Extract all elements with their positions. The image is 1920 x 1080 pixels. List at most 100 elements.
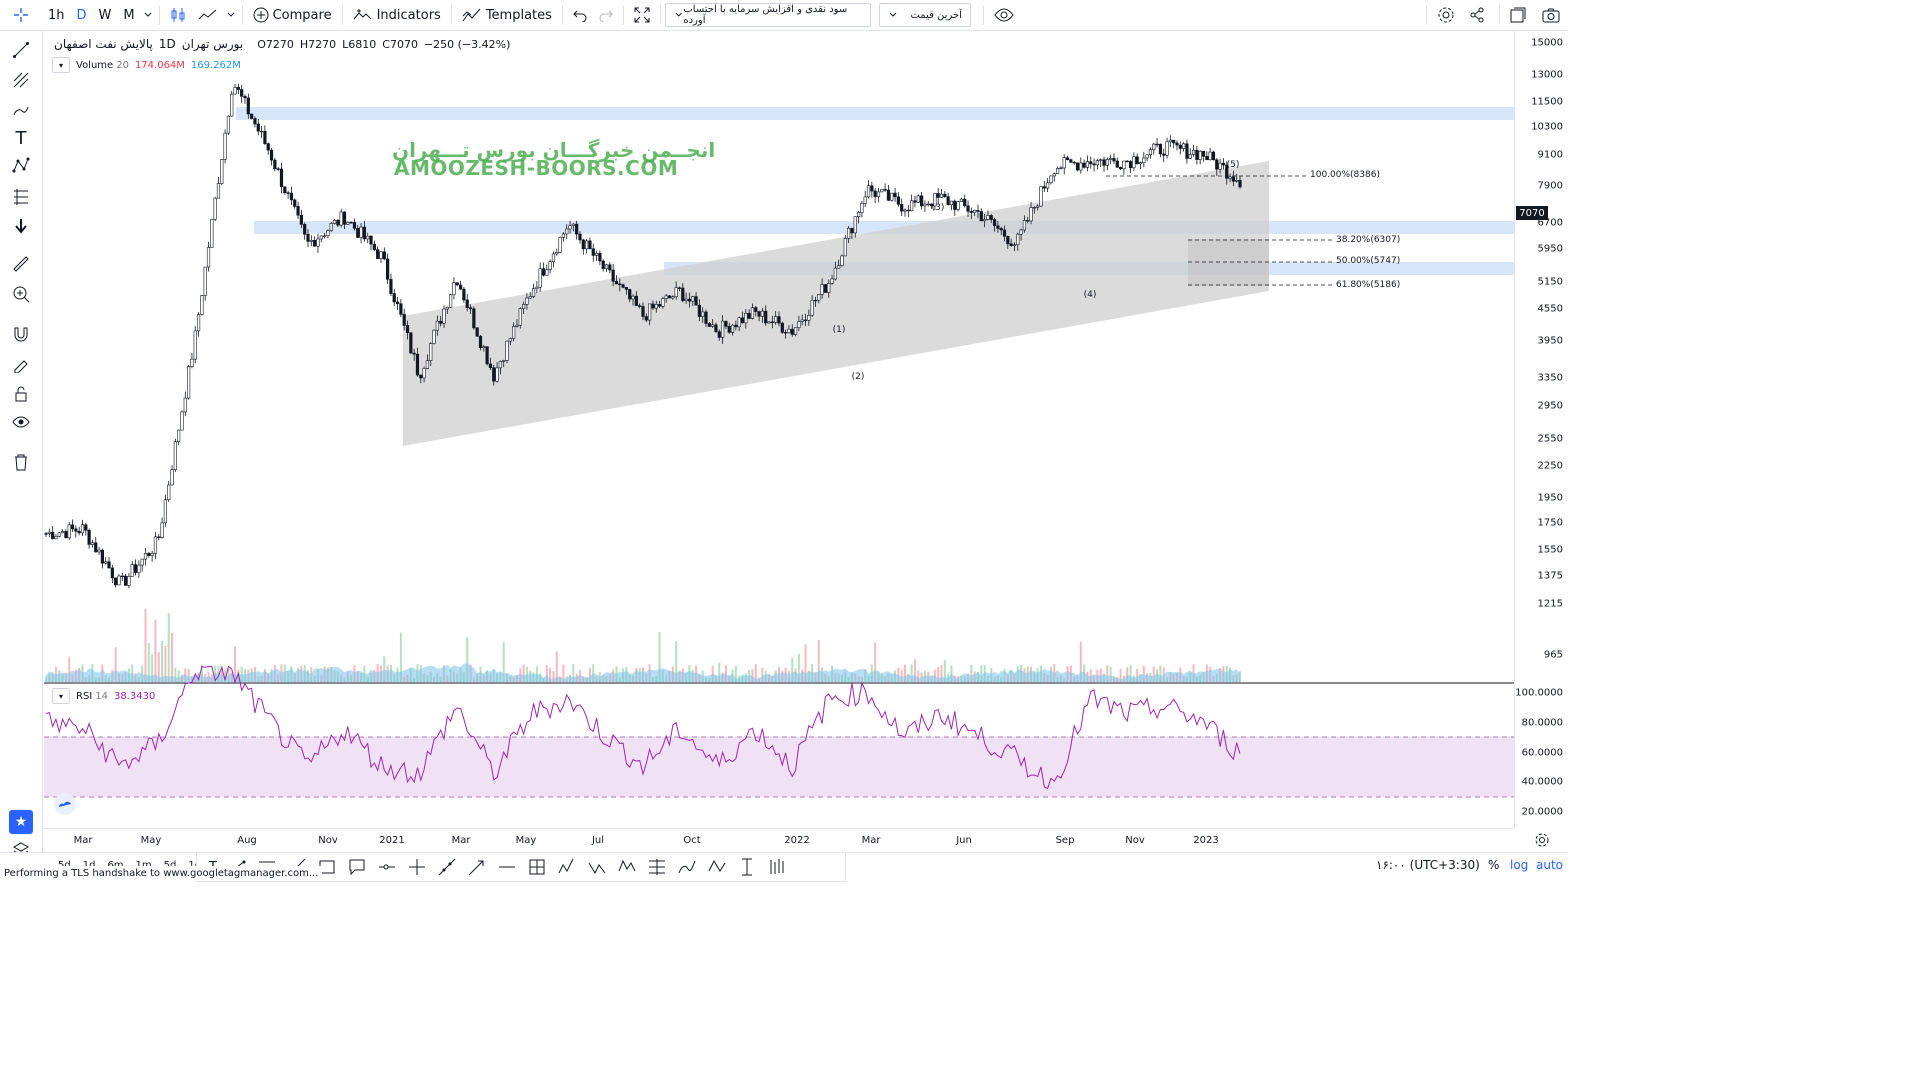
range-button[interactable]: 1m: [136, 860, 152, 871]
elliott-triangle-icon[interactable]: [617, 857, 637, 877]
redo-icon[interactable]: [593, 0, 619, 30]
measure-icon[interactable]: [737, 857, 757, 877]
candle-body: [137, 564, 141, 573]
crosshair-icon[interactable]: [0, 0, 42, 30]
candle-body: [621, 284, 625, 288]
axis-settings-icon[interactable]: [1534, 832, 1550, 851]
magnet-icon[interactable]: [8, 321, 34, 347]
candle-body: [1055, 168, 1060, 175]
divider: [158, 5, 160, 25]
range-button[interactable]: 1d: [83, 860, 96, 871]
layout-icon[interactable]: [1504, 0, 1536, 30]
indicators-icon: [353, 9, 371, 20]
prediction-icon[interactable]: [8, 183, 34, 209]
candle-body: [107, 561, 111, 569]
candle-body: [681, 287, 685, 301]
arrow-down-icon[interactable]: [8, 213, 34, 239]
range-button[interactable]: 5d: [58, 860, 71, 871]
candle-body: [863, 196, 867, 204]
interval-dropdown-icon[interactable]: [141, 0, 155, 30]
horizontal-ray-icon[interactable]: [377, 857, 397, 877]
tradingview-logo-icon[interactable]: [54, 793, 76, 815]
chart-type-dropdown-icon[interactable]: [224, 0, 238, 30]
volume-bar: [224, 669, 227, 682]
candle-body: [356, 228, 360, 238]
price-source-dropdown[interactable]: آخرین قیمت: [878, 3, 971, 27]
candle-body: [1092, 163, 1096, 166]
interval-1h[interactable]: 1h: [48, 7, 65, 23]
bars-pattern-icon[interactable]: [767, 857, 787, 877]
candle-body: [44, 533, 48, 535]
interval-d[interactable]: D: [76, 7, 87, 23]
candle-body: [419, 374, 423, 379]
trend-line-icon[interactable]: [8, 37, 34, 63]
text-tool-icon[interactable]: T: [15, 127, 27, 149]
volume-bar: [466, 637, 469, 682]
share-icon[interactable]: [1463, 0, 1495, 30]
interval-w[interactable]: W: [98, 7, 112, 23]
cross-line-icon[interactable]: [407, 857, 427, 877]
brush-quick-icon[interactable]: [677, 857, 697, 877]
candle-body: [432, 329, 436, 344]
horizontal-segment-icon[interactable]: [497, 857, 517, 877]
candle-body: [817, 294, 821, 301]
line-chart-icon[interactable]: [192, 0, 224, 30]
elliott-impulse-icon[interactable]: [557, 857, 577, 877]
trash-icon[interactable]: [8, 449, 34, 475]
candle-body: [1085, 161, 1090, 168]
screenshot-icon[interactable]: [1536, 0, 1568, 30]
volume-bar: [220, 665, 223, 682]
candle-body: [1069, 159, 1073, 163]
zoom-in-icon[interactable]: [8, 281, 34, 307]
candle-body: [336, 219, 340, 226]
auto-scale-toggle[interactable]: auto: [1536, 858, 1564, 872]
collapse-legend-button[interactable]: ▾: [52, 57, 70, 73]
indicators-button[interactable]: Indicators: [347, 0, 447, 30]
candle-body: [545, 269, 549, 276]
compare-button[interactable]: Compare: [247, 0, 338, 30]
brush-icon[interactable]: [8, 97, 34, 123]
study-template-dropdown[interactable]: سود نقدی و افزایش سرمایه با احتساب آورده: [664, 3, 871, 27]
candle-body: [316, 238, 320, 247]
fib-channel-icon[interactable]: [527, 857, 547, 877]
pattern-quick-icon[interactable]: [707, 857, 727, 877]
extended-line-icon[interactable]: [437, 857, 457, 877]
pattern-icon[interactable]: [8, 153, 34, 179]
gann-fib-icon[interactable]: [8, 67, 34, 93]
settings-icon[interactable]: [1431, 0, 1463, 30]
interval-m[interactable]: M: [123, 7, 135, 23]
candle-body: [661, 298, 665, 307]
favorites-star-icon[interactable]: ★: [9, 810, 33, 834]
lock-icon[interactable]: [8, 381, 34, 407]
templates-button[interactable]: Templates: [456, 0, 558, 30]
time-axis[interactable]: Mar May Aug Nov 2021 Mar May Jul Oct 2022 Mar Jun Se…: [44, 828, 1514, 853]
range-button[interactable]: 1d: [188, 860, 201, 871]
volume-bar: [399, 632, 402, 682]
percent-scale-toggle[interactable]: %: [1488, 858, 1500, 872]
rsi-name[interactable]: RSI: [76, 690, 93, 702]
callout-icon[interactable]: [347, 857, 367, 877]
volume-bar: [177, 670, 180, 682]
eye-icon[interactable]: [988, 0, 1020, 30]
volume-name[interactable]: Volume: [76, 59, 114, 71]
undo-icon[interactable]: [567, 0, 593, 30]
collapse-rsi-button[interactable]: ▾: [52, 688, 70, 704]
log-scale-toggle[interactable]: log: [1510, 858, 1529, 872]
elliott-correction-icon[interactable]: [587, 857, 607, 877]
price-chart[interactable]: [44, 31, 1514, 828]
divider: [982, 5, 984, 25]
timezone-display[interactable]: ۱۶:۰۰ (UTC+3:30): [1376, 858, 1480, 872]
range-button[interactable]: 6m: [107, 860, 123, 871]
visibility-icon[interactable]: [8, 409, 34, 435]
fullscreen-icon[interactable]: [628, 0, 656, 30]
ruler-icon[interactable]: [8, 251, 34, 277]
lock-drawing-icon[interactable]: [8, 351, 34, 377]
candle-body: [664, 295, 668, 299]
fib-retracement-icon[interactable]: [647, 857, 667, 877]
arrow-line-icon[interactable]: [467, 857, 487, 877]
symbol-name[interactable]: پالایش نفت اصفهان: [54, 37, 153, 51]
candles-icon[interactable]: [164, 0, 192, 30]
chart-pane[interactable]: [44, 31, 1514, 828]
price-axis[interactable]: 15000 13000 11500 10300 9100 7900 6700 5950 5150…: [1514, 31, 1569, 828]
range-button[interactable]: 5d: [164, 860, 177, 871]
